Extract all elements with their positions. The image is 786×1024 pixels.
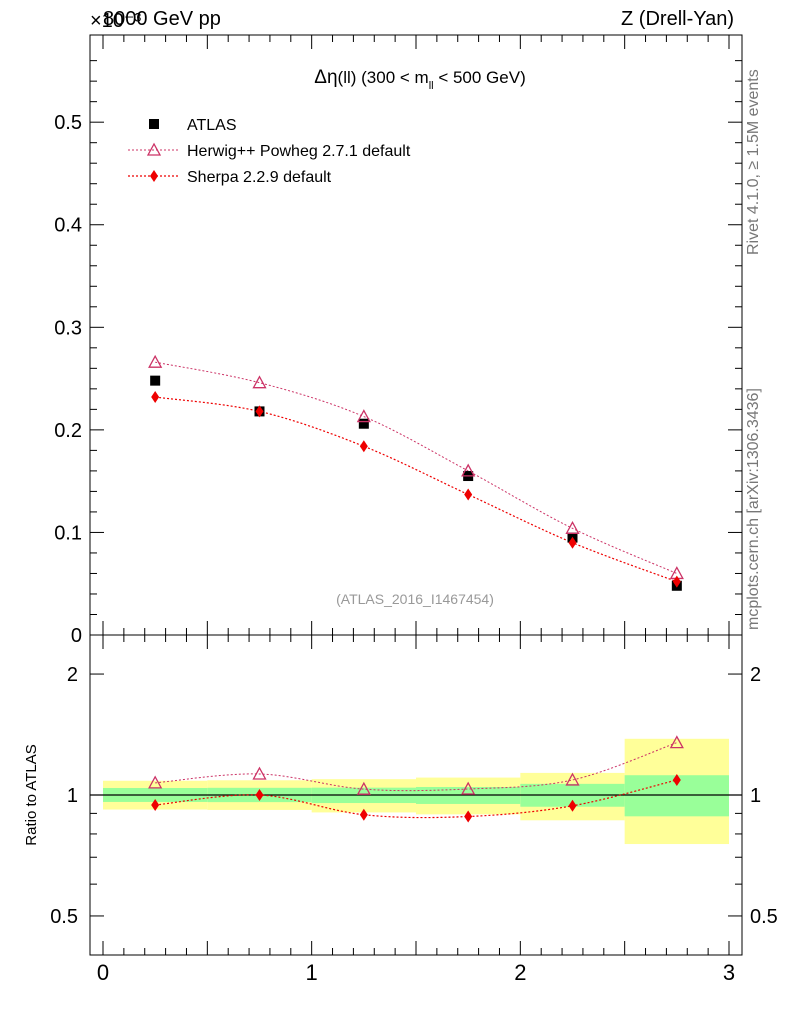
legend-atlas-label: ATLAS [187,117,237,134]
series-layer [148,354,684,823]
title-text-end: < 500 GeV) [434,68,526,87]
title-greek: Δη [314,67,337,88]
x-tick-label: 0 [97,960,109,985]
ratio-herwig-point [356,781,371,795]
ratio-sherpa-point [464,810,473,823]
y-tick-label: 0 [71,625,82,647]
ratio-herwig-point [669,735,684,749]
legend-herwig-marker [146,142,162,156]
herwig-point [565,520,580,534]
herwig-point [148,354,163,368]
herwig-line [155,361,678,574]
ratio-y-tick-label-right: 1 [750,785,761,807]
header-left: 8000 GeV pp [103,8,221,30]
sherpa-point [672,575,681,588]
title-text: (ll) (300 < m [338,68,429,87]
y-tick-label: 0.4 [54,215,82,237]
x-tick-label: 1 [306,960,318,985]
header-right: Z (Drell-Yan) [621,8,734,30]
sherpa-point [151,391,160,404]
x-tick-label: 3 [723,960,735,985]
sherpa-point [255,405,264,418]
ratio-herwig-point [252,766,267,780]
ratio-sherpa-point [359,808,368,821]
ratio-y-axis-label: Ratio to ATLAS [23,744,40,845]
sherpa-point [464,488,473,501]
legend-atlas-marker [149,119,159,129]
ratio-herwig-line [155,742,678,792]
atlas-point [358,418,369,429]
ratio-sherpa-point [672,773,681,786]
ratio-sherpa-point [151,799,160,812]
herwig-point [461,463,476,477]
ratio-y-tick-label: 0.5 [50,906,78,928]
ratio-sherpa-point [568,799,577,812]
ratio-y-tick-label-right: 0.5 [750,906,778,928]
mcplots-label: mcplots.cern.ch [arXiv:1306.3436] [745,388,762,630]
watermark: (ATLAS_2016_I1467454) [336,591,494,607]
sherpa-point [359,440,368,453]
chart-title: Δη(ll) (300 < mll < 500 GeV) [314,67,525,92]
ratio-herwig-point [565,772,580,786]
sherpa-line [155,396,678,583]
ratio-sherpa-line [155,779,677,819]
sherpa-point [568,536,577,549]
herwig-point [356,409,371,423]
ratio-y-tick-label-right: 2 [750,664,761,686]
y-tick-label: 0.2 [54,420,82,442]
y-tick-label: 0.3 [54,317,82,339]
ratio-y-tick-label: 1 [67,785,78,807]
rivet-label: Rivet 4.1.0, ≥ 1.5M events [745,69,762,255]
ratio-y-tick-label: 2 [67,664,78,686]
herwig-point [252,375,267,389]
ratio-herwig-point [148,775,163,789]
atlas-point [150,375,161,386]
ratio-sherpa-point [255,789,264,801]
ratio-bands [90,738,742,845]
ratio-herwig-point [461,781,476,795]
legend-sherpa-label: Sherpa 2.2.9 default [187,169,332,186]
legend-sherpa-marker [150,170,158,182]
legend-herwig-label: Herwig++ Powheg 2.7.1 default [187,143,411,160]
legend: ATLAS Herwig++ Powheg 2.7.1 default Sherpa… [128,117,411,186]
axis-ticks [90,35,742,955]
y-tick-label: 0.5 [54,112,82,134]
x-tick-label: 2 [514,960,526,985]
y-tick-label: 0.1 [54,522,82,544]
exponent-label: ×10⁻³ [90,10,142,32]
title-subscript: ll [429,80,434,92]
labels: 0 1 2 3 0 0.1 0.2 0.3 0.4 0.5 0.5 0.5 1 1 2 2 Ratio to A… [23,67,778,985]
